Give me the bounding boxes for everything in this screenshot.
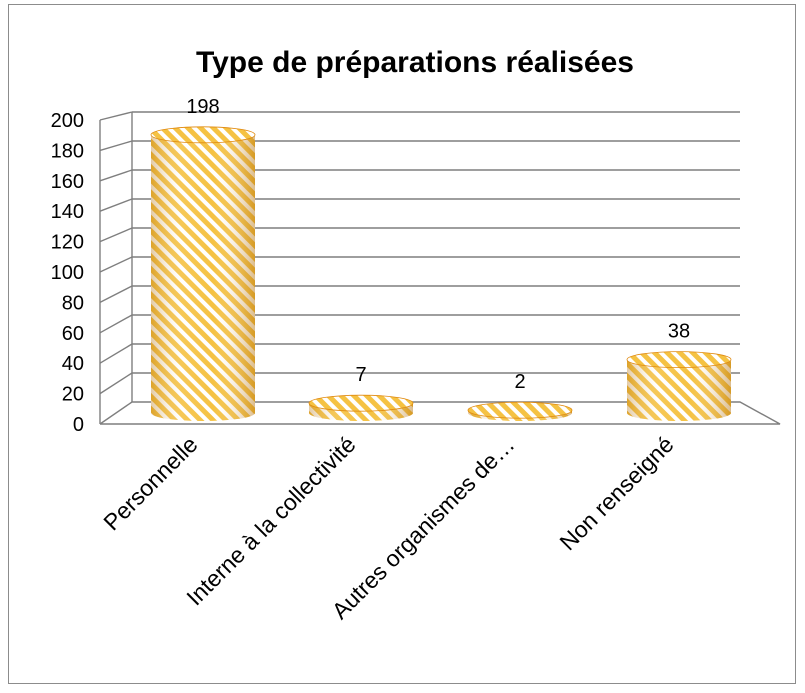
chart-title: Type de préparations réalisées [196, 46, 634, 79]
gridline-side [99, 285, 133, 304]
bar-top [626, 351, 732, 369]
gridline-side [99, 169, 133, 182]
y-tick-label: 180 [51, 140, 84, 162]
x-tick-label: Autres organismes de… [327, 431, 520, 624]
data-labels: 198 7 2 38 [186, 96, 690, 393]
data-label: 7 [355, 364, 366, 386]
y-tick-label: 100 [51, 262, 84, 284]
y-tick-label: 60 [62, 323, 84, 345]
bar [626, 351, 732, 421]
x-tick-label: Interne à la collectivité [181, 431, 360, 610]
x-tick-label: Non renseigné [554, 431, 678, 555]
gridline-side [99, 314, 133, 334]
bar-top [467, 401, 573, 419]
y-tick-label: 0 [73, 414, 84, 436]
gridline-side [99, 198, 133, 212]
bar [150, 126, 256, 421]
data-label: 198 [186, 96, 219, 118]
bar [308, 394, 414, 421]
y-tick-label: 200 [51, 110, 84, 132]
y-axis-ticks: 0 20 40 60 80 100 120 140 160 180 200 [51, 110, 84, 436]
data-label: 2 [514, 371, 525, 393]
bar-top [150, 126, 256, 144]
gridline-side [99, 140, 133, 152]
y-tick-label: 160 [51, 171, 84, 193]
gridline-side [99, 111, 133, 121]
y-tick-label: 140 [51, 201, 84, 223]
y-tick-label: 80 [62, 292, 84, 314]
y-tick-label: 20 [62, 384, 84, 406]
gridline-side [99, 343, 133, 364]
bar-top [308, 394, 414, 412]
gridline-side [99, 256, 133, 273]
gridline-side [99, 372, 133, 395]
bar-shading [627, 359, 731, 421]
bars [150, 126, 732, 421]
bar-shading [151, 134, 255, 421]
gridline-side [99, 227, 133, 243]
x-tick-label: Personnelle [98, 431, 202, 535]
floor [99, 401, 781, 425]
y-tick-label: 120 [51, 232, 84, 254]
data-label: 38 [668, 321, 690, 343]
bar [467, 401, 573, 421]
y-tick-label: 40 [62, 353, 84, 375]
